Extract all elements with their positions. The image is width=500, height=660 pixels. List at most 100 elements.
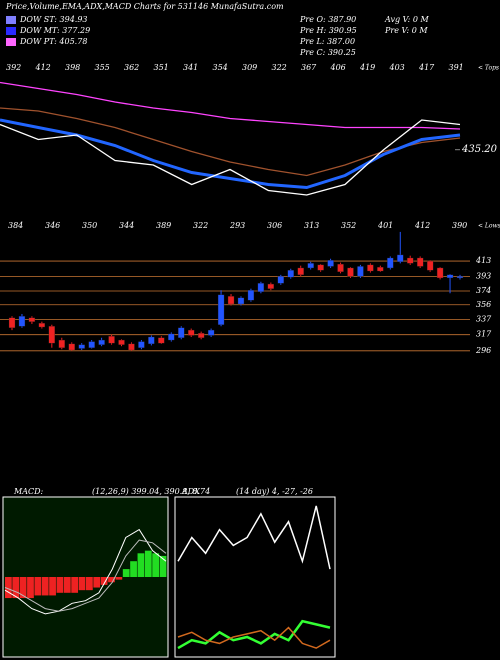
legend-swatch bbox=[6, 38, 16, 46]
candle-body bbox=[217, 294, 225, 325]
legend-swatch bbox=[6, 27, 16, 35]
candle-body bbox=[18, 316, 26, 327]
stat-label: Pre H: 390.95 bbox=[299, 26, 357, 35]
candle-body bbox=[387, 257, 394, 269]
histogram-bar bbox=[159, 555, 167, 577]
stat-label: Pre L: 387.00 bbox=[299, 37, 355, 46]
candle-body bbox=[267, 283, 274, 289]
low-label: 313 bbox=[304, 221, 319, 230]
histogram-bar bbox=[137, 553, 145, 577]
legend-swatch bbox=[6, 16, 16, 24]
histogram-bar bbox=[12, 577, 20, 599]
histogram-bar bbox=[19, 577, 27, 599]
top-label: 403 bbox=[389, 63, 405, 72]
candle-body bbox=[327, 260, 334, 267]
candle-body bbox=[377, 267, 384, 272]
candle-body bbox=[297, 267, 304, 276]
low-label: 401 bbox=[377, 221, 393, 230]
candle-body bbox=[148, 336, 155, 345]
candle-body bbox=[198, 333, 205, 338]
ema-line bbox=[0, 81, 461, 130]
candle-body bbox=[347, 267, 354, 277]
candle-body bbox=[8, 317, 16, 328]
histogram-bar bbox=[130, 561, 137, 577]
top-label: 398 bbox=[65, 63, 80, 72]
lows-label: < Lows bbox=[478, 223, 500, 230]
candle-body bbox=[436, 267, 444, 279]
adx-line bbox=[177, 626, 331, 649]
candle-body bbox=[48, 326, 55, 344]
histogram-bar bbox=[63, 577, 71, 593]
macd-line bbox=[4, 539, 167, 612]
top-label: 367 bbox=[301, 63, 317, 72]
y-tick-label: 317 bbox=[476, 330, 492, 339]
candle-body bbox=[108, 336, 115, 344]
candle-body bbox=[158, 337, 165, 344]
low-label: 352 bbox=[341, 221, 356, 230]
top-label: 406 bbox=[330, 63, 346, 72]
tops-label: < Tops bbox=[478, 65, 499, 72]
low-label: 346 bbox=[45, 221, 60, 230]
candle-body bbox=[277, 276, 284, 284]
candle-body bbox=[446, 274, 454, 279]
candle-body bbox=[287, 270, 294, 278]
dow-label: DOW PT: 405.78 bbox=[19, 37, 87, 46]
top-label: 417 bbox=[418, 63, 435, 72]
y-tick-label: 435.20 bbox=[461, 144, 498, 155]
low-label: 344 bbox=[119, 221, 134, 230]
low-label: 293 bbox=[229, 221, 245, 230]
top-label: 341 bbox=[183, 63, 198, 72]
dow-label: DOW MT: 377.29 bbox=[19, 26, 90, 35]
histogram-bar bbox=[144, 550, 152, 577]
candle-body bbox=[58, 339, 65, 348]
macd-line bbox=[4, 528, 167, 615]
y-tick-label: 413 bbox=[475, 256, 491, 265]
candle-body bbox=[317, 264, 324, 271]
adx-line bbox=[177, 619, 331, 650]
candle-body bbox=[128, 343, 135, 351]
y-tick-label: 374 bbox=[476, 286, 491, 295]
candle-body bbox=[417, 257, 424, 267]
low-label: 412 bbox=[414, 221, 430, 230]
histogram-bar bbox=[108, 577, 115, 583]
candle-body bbox=[237, 297, 245, 305]
stat-label: Pre O: 387.90 bbox=[299, 15, 356, 24]
low-label: 384 bbox=[8, 221, 23, 230]
candle-body bbox=[257, 283, 265, 292]
candle-body bbox=[207, 329, 215, 336]
candle-body bbox=[28, 317, 36, 322]
candle-body bbox=[367, 264, 374, 272]
candle-body bbox=[38, 323, 46, 328]
stat-label: Pre C: 390.25 bbox=[299, 48, 356, 57]
top-label: 354 bbox=[213, 63, 228, 72]
panel-title: MACD: bbox=[13, 487, 44, 496]
y-tick-label: 296 bbox=[475, 346, 491, 355]
candle-body bbox=[118, 339, 125, 345]
histogram-bar bbox=[41, 577, 49, 596]
y-tick-label: 356 bbox=[476, 300, 491, 309]
top-label: 392 bbox=[6, 63, 21, 72]
candle-body bbox=[88, 341, 95, 348]
low-label: 389 bbox=[156, 221, 171, 230]
candle-body bbox=[227, 296, 235, 305]
histogram-bar bbox=[49, 577, 56, 596]
low-label: 350 bbox=[82, 221, 97, 230]
candle-body bbox=[456, 276, 464, 279]
histogram-bar bbox=[122, 569, 130, 577]
low-label: 390 bbox=[452, 221, 467, 230]
page-title: Price,Volume,EMA,ADX,MACD Charts for 531… bbox=[5, 2, 284, 11]
low-label: 306 bbox=[267, 221, 282, 230]
candle-body bbox=[247, 290, 255, 301]
stat-label: Avg V: 0 M bbox=[384, 15, 429, 24]
y-tick-label: 337 bbox=[476, 314, 492, 323]
panel-subtitle: (14 day) 4, -27, -26 bbox=[236, 487, 313, 496]
candle-body bbox=[407, 257, 414, 264]
candle-body bbox=[337, 263, 344, 272]
top-label: 419 bbox=[359, 63, 375, 72]
adx-panel bbox=[174, 496, 336, 658]
top-label: 391 bbox=[449, 63, 464, 72]
top-label: 355 bbox=[95, 63, 110, 72]
histogram-bar bbox=[115, 577, 123, 580]
histogram-bar bbox=[93, 577, 101, 588]
top-label: 351 bbox=[154, 63, 169, 72]
